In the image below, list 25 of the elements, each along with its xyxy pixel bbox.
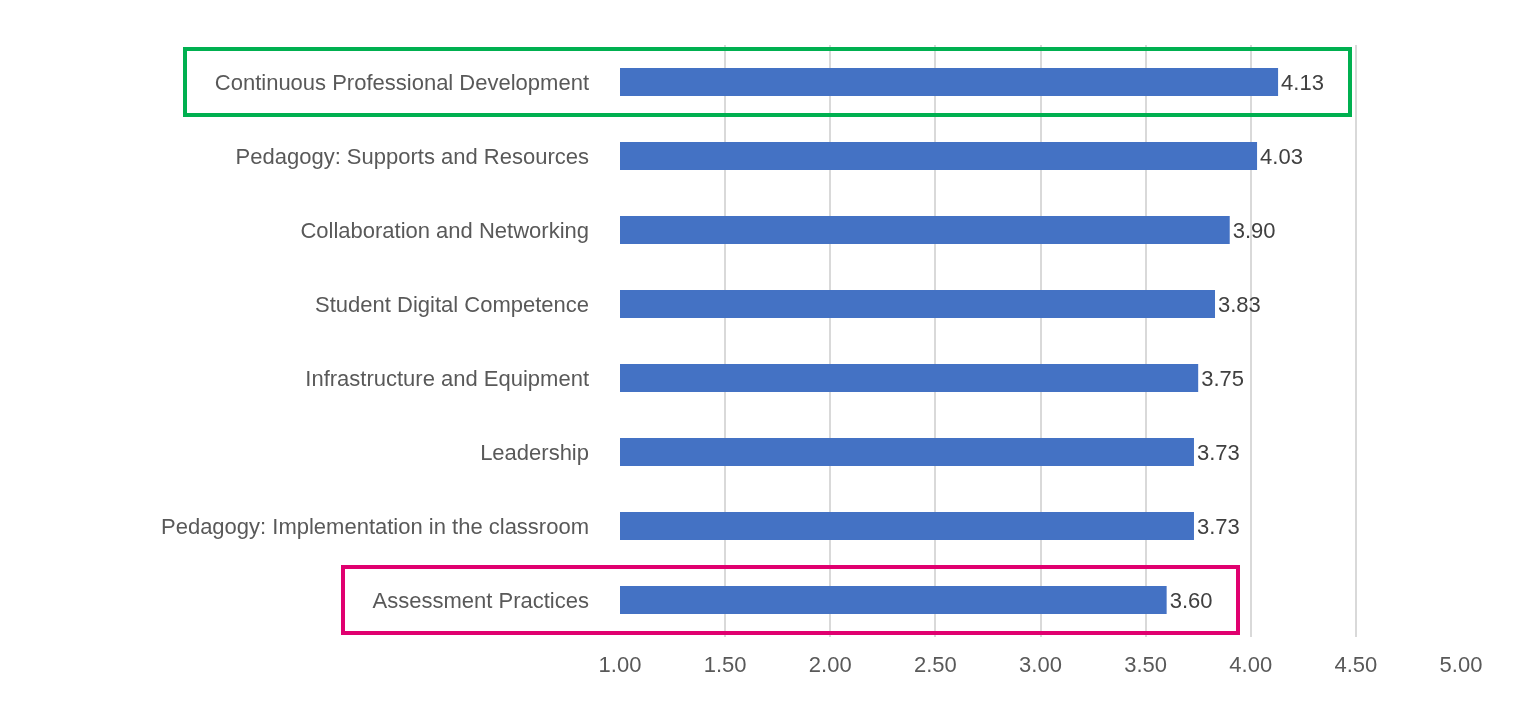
x-tick-label: 1.00 [598,652,642,677]
x-tick-label: 3.00 [1019,652,1062,677]
data-label: 3.90 [1232,217,1276,243]
data-label: 3.60 [1169,587,1213,613]
x-tick-label: 3.50 [1124,652,1168,677]
data-label: 3.75 [1201,365,1245,391]
y-tick-label: Leadership [480,439,589,465]
y-tick-label: Pedagogy: Implementation in the classroom [160,513,589,539]
y-tick-label: Continuous Professional Development [214,69,589,95]
y-tick-label: Pedagogy: Supports and Resources [235,143,589,169]
data-label: 3.73 [1196,439,1240,465]
x-tick-label: 4.50 [1334,652,1378,677]
x-tick-label: 5.00 [1439,652,1483,677]
y-tick-label: Collaboration and Networking [300,217,589,243]
data-label: 3.83 [1218,291,1261,317]
data-label: 4.03 [1260,143,1303,169]
x-tick-label: 2.00 [808,652,852,677]
data-label: 4.13 [1281,69,1324,95]
x-tick-label: 2.50 [913,652,957,677]
x-tick-label: 1.50 [703,652,747,677]
y-tick-label: Student Digital Competence [315,291,589,317]
data-label: 3.73 [1196,513,1240,539]
y-tick-label: Assessment Practices [372,587,589,613]
y-tick-label: Infrastructure and Equipment [305,365,589,391]
x-tick-label: 4.00 [1229,652,1273,677]
